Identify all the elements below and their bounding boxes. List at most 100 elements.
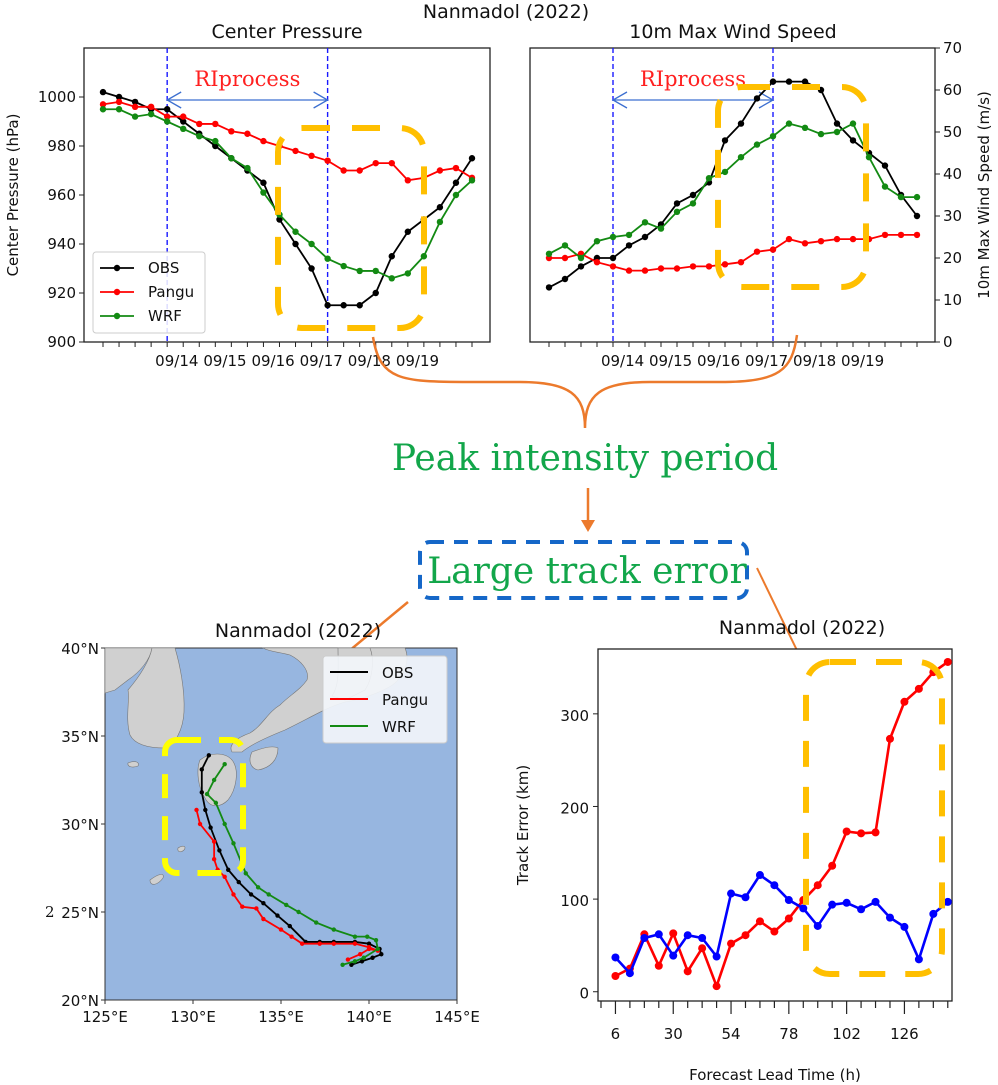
x-tick-label: 6 [611,1025,621,1043]
y-tick-label: 40°N [61,640,99,658]
pressure-legend: OBS Pangu WRF [92,251,206,334]
error-point-wrf [857,905,866,914]
x-tick-label: 09/16 [251,352,294,370]
y-tick-label: 40 [943,165,962,183]
data-point-pangu [721,261,729,268]
error-point-wrf [669,951,678,960]
error-point-wrf [900,922,909,931]
data-point-wrf [196,133,203,140]
data-point-obs [561,275,569,283]
data-point-wrf [913,193,921,201]
track-point-wrf [243,871,248,876]
data-point-pangu [147,103,155,111]
track-point-obs [359,959,365,964]
data-point-pangu [753,248,761,255]
y-tick-label: 35°N [61,728,99,746]
track-point-obs [206,753,212,758]
legend-frame [322,655,448,744]
map-track-error-highlight-box [162,737,246,876]
track-error-plot-frame [597,648,953,1002]
data-point-pangu [436,167,444,174]
track-point-pangu [358,952,363,957]
track-point-pangu [289,934,294,939]
data-point-obs [545,284,553,291]
data-point-pangu [801,240,809,247]
x-tick-label: 102 [832,1025,861,1043]
data-point-obs [689,191,697,199]
x-tick-label: 126 [890,1025,919,1043]
data-point-obs [436,204,444,211]
data-point-pangu [737,259,745,266]
track-point-obs [261,901,266,906]
y-tick-label: 900 [47,333,76,351]
data-point-pangu [897,231,905,239]
data-point-wrf [420,253,428,260]
data-point-pangu [881,231,889,239]
error-point-wrf [712,952,721,961]
data-point-pangu [561,254,569,262]
error-point-wrf [770,881,779,890]
track-point-obs [275,913,280,918]
data-point-obs [308,265,315,272]
error-point-wrf [755,871,764,880]
y-tick-label: 200 [560,799,589,817]
error-point-wrf [727,889,736,898]
track-point-wrf [222,761,227,767]
data-point-wrf [785,120,793,127]
land-shikoku [249,746,279,771]
legend-marker-wrf [113,312,121,320]
error-point-pangu [914,684,923,693]
y-tick-label: 25°N [61,904,99,922]
data-point-pangu [609,263,617,270]
data-point-wrf [436,218,444,226]
x-tick-label: 78 [779,1025,798,1043]
data-point-wrf [340,262,347,270]
error-point-pangu [741,931,750,940]
large-track-error-label: Large track error [427,551,747,592]
error-point-pangu [727,939,736,948]
data-point-obs [340,302,347,309]
track-error-title: Nanmadol (2022) [719,617,885,639]
pressure-ylabel: Center Pressure (hPa) [4,114,22,277]
data-point-wrf [577,254,585,262]
data-point-obs [577,263,585,270]
data-point-pangu [196,120,203,128]
legend-label-pangu: Pangu [382,691,428,709]
track-point-wrf [340,962,345,967]
y-tick-label: 0 [943,333,953,351]
data-point-obs [131,98,139,106]
error-point-wrf [929,909,938,918]
y-tick-label: 20 [943,249,962,267]
wind-chart: 10m Max Wind Speed 0 10 20 30 40 50 60 70 09/14… [529,21,993,370]
error-point-pangu [698,944,707,953]
x-tick-label: 09/19 [841,352,884,370]
y-tick-label: 30°N [61,816,99,834]
wind-plot-frame [529,47,936,343]
data-point-wrf [388,275,395,282]
data-point-pangu [212,120,219,128]
data-point-obs [673,200,681,207]
error-point-pangu [842,827,851,836]
track-point-wrf [266,892,271,897]
y-tick-label: 940 [47,235,76,253]
track-point-obs [366,941,372,946]
data-point-wrf [657,225,665,232]
data-point-obs [753,95,761,102]
map-legend: OBS Pangu WRF [322,655,448,744]
track-point-obs [203,807,208,813]
legend-label-wrf: WRF [148,307,182,325]
data-point-obs [99,88,107,96]
track-point-wrf [352,934,358,939]
track-point-pangu [197,821,203,827]
ri-arrowhead-right-icon [758,91,775,109]
data-point-wrf [404,270,412,277]
error-point-wrf [813,921,822,930]
y-tick-label: 70 [943,39,962,57]
wind-peak-highlight-box [715,84,869,290]
data-point-obs [833,120,841,127]
track-point-obs [349,962,354,967]
track-point-wrf [222,821,227,827]
error-point-pangu [813,881,822,890]
data-point-wrf [212,137,219,145]
